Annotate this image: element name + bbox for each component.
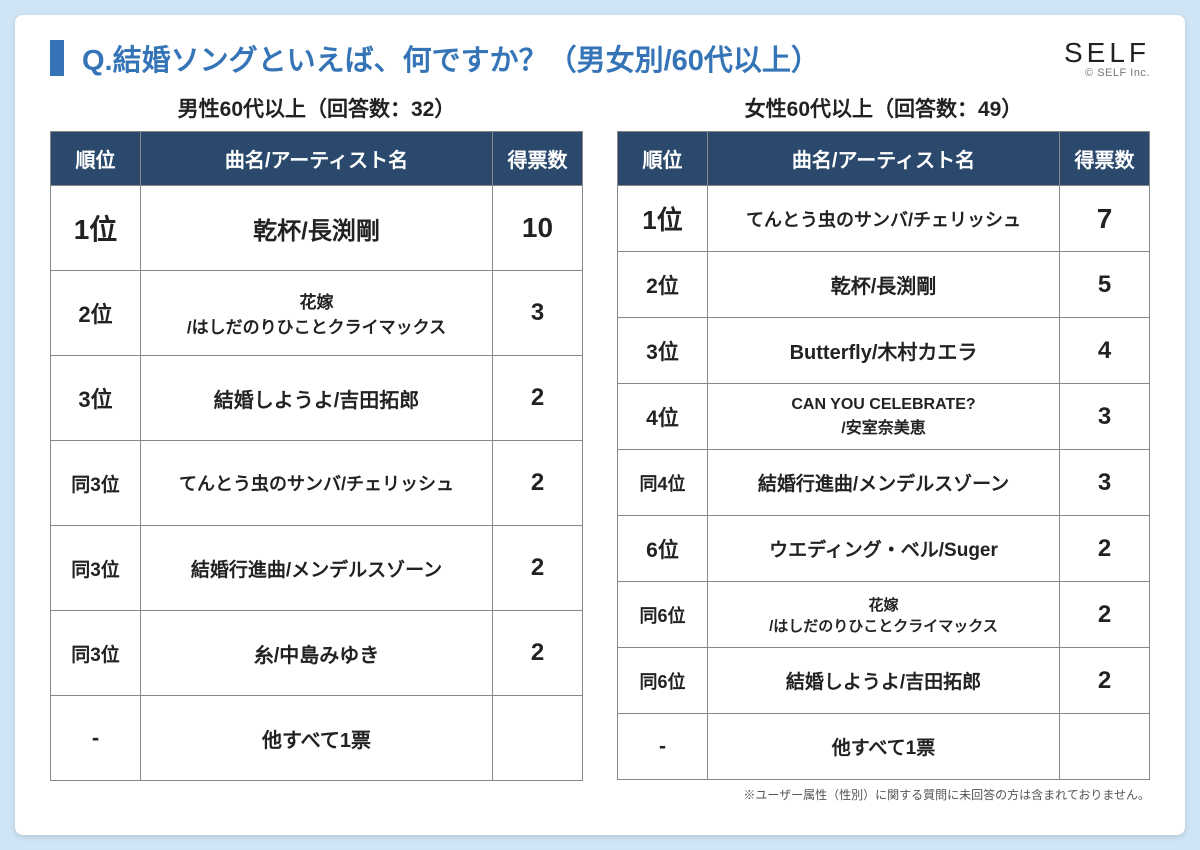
table-row: 3位結婚しようよ/吉田拓郎2 xyxy=(51,356,583,441)
col-header-votes: 得票数 xyxy=(493,132,583,186)
cell-votes: 3 xyxy=(493,271,583,356)
cell-song: 結婚行進曲/メンデルスゾーン xyxy=(141,526,493,611)
cell-song: てんとう虫のサンバ/チェリッシュ xyxy=(141,441,493,526)
cell-votes: 2 xyxy=(1060,582,1150,648)
table-row: 2位花嫁/はしだのりひことクライマックス3 xyxy=(51,271,583,356)
cell-song: 花嫁/はしだのりひことクライマックス xyxy=(141,271,493,356)
cell-song: 糸/中島みゆき xyxy=(141,611,493,696)
table-row: 2位乾杯/長渕剛5 xyxy=(618,252,1150,318)
cell-votes: 2 xyxy=(493,526,583,611)
cell-rank: 3位 xyxy=(618,318,708,384)
cell-votes: 2 xyxy=(493,356,583,441)
title-wrap: Q.結婚ソングといえば、何ですか？（男女別/60代以上） xyxy=(50,37,820,79)
cell-votes: 7 xyxy=(1060,186,1150,252)
cell-rank: 同4位 xyxy=(618,450,708,516)
title-accent-bar xyxy=(50,40,64,76)
cell-votes: 4 xyxy=(1060,318,1150,384)
table-row: 同3位てんとう虫のサンバ/チェリッシュ2 xyxy=(51,441,583,526)
cell-votes: 3 xyxy=(1060,450,1150,516)
cell-votes: 5 xyxy=(1060,252,1150,318)
table-row: 6位ウエディング・ベル/Suger2 xyxy=(618,516,1150,582)
table-row: 同3位糸/中島みゆき2 xyxy=(51,611,583,696)
cell-song: 結婚しようよ/吉田拓郎 xyxy=(708,648,1060,714)
col-header-rank: 順位 xyxy=(51,132,141,186)
cell-rank: - xyxy=(618,714,708,780)
cell-song: てんとう虫のサンバ/チェリッシュ xyxy=(708,186,1060,252)
cell-rank: 6位 xyxy=(618,516,708,582)
cell-rank: 同3位 xyxy=(51,526,141,611)
table-title-female: 女性60代以上（回答数：49） xyxy=(617,93,1150,123)
ranking-table-female: 順位 曲名/アーティスト名 得票数 1位てんとう虫のサンバ/チェリッシュ72位乾… xyxy=(617,131,1150,780)
table-female: 女性60代以上（回答数：49） 順位 曲名/アーティスト名 得票数 1位てんとう… xyxy=(617,93,1150,803)
cell-votes xyxy=(493,696,583,781)
footnote-text: ※ユーザー属性（性別）に関する質問に未回答の方は含まれておりません。 xyxy=(617,786,1150,803)
cell-rank: 同3位 xyxy=(51,441,141,526)
cell-song: 乾杯/長渕剛 xyxy=(708,252,1060,318)
col-header-song: 曲名/アーティスト名 xyxy=(708,132,1060,186)
col-header-rank: 順位 xyxy=(618,132,708,186)
logo-block: SELF © SELF Inc. xyxy=(1064,37,1150,79)
cell-votes: 2 xyxy=(493,441,583,526)
cell-rank: 同6位 xyxy=(618,582,708,648)
cell-rank: 3位 xyxy=(51,356,141,441)
cell-rank: 4位 xyxy=(618,384,708,450)
cell-rank: 同6位 xyxy=(618,648,708,714)
cell-song: CAN YOU CELEBRATE?/安室奈美恵 xyxy=(708,384,1060,450)
table-row: -他すべて1票 xyxy=(618,714,1150,780)
table-row: 同4位結婚行進曲/メンデルスゾーン3 xyxy=(618,450,1150,516)
cell-rank: 1位 xyxy=(51,186,141,271)
cell-rank: 1位 xyxy=(618,186,708,252)
header-row: Q.結婚ソングといえば、何ですか？（男女別/60代以上） SELF © SELF… xyxy=(50,37,1150,79)
table-body-female: 1位てんとう虫のサンバ/チェリッシュ72位乾杯/長渕剛53位Butterfly/… xyxy=(618,186,1150,780)
cell-song: 花嫁/はしだのりひことクライマックス xyxy=(708,582,1060,648)
table-row: 同6位花嫁/はしだのりひことクライマックス2 xyxy=(618,582,1150,648)
table-male: 男性60代以上（回答数：32） 順位 曲名/アーティスト名 得票数 1位乾杯/長… xyxy=(50,93,583,803)
table-row: -他すべて1票 xyxy=(51,696,583,781)
cell-rank: 2位 xyxy=(51,271,141,356)
table-title-male: 男性60代以上（回答数：32） xyxy=(50,93,583,123)
col-header-votes: 得票数 xyxy=(1060,132,1150,186)
content-card: Q.結婚ソングといえば、何ですか？（男女別/60代以上） SELF © SELF… xyxy=(15,15,1185,835)
table-row: 3位Butterfly/木村カエラ4 xyxy=(618,318,1150,384)
cell-rank: 同3位 xyxy=(51,611,141,696)
cell-rank: 2位 xyxy=(618,252,708,318)
tables-row: 男性60代以上（回答数：32） 順位 曲名/アーティスト名 得票数 1位乾杯/長… xyxy=(50,93,1150,803)
cell-song: 他すべて1票 xyxy=(708,714,1060,780)
cell-song: 他すべて1票 xyxy=(141,696,493,781)
cell-song: 乾杯/長渕剛 xyxy=(141,186,493,271)
col-header-song: 曲名/アーティスト名 xyxy=(141,132,493,186)
ranking-table-male: 順位 曲名/アーティスト名 得票数 1位乾杯/長渕剛102位花嫁/はしだのりひこ… xyxy=(50,131,583,781)
cell-votes: 10 xyxy=(493,186,583,271)
table-row: 1位てんとう虫のサンバ/チェリッシュ7 xyxy=(618,186,1150,252)
table-row: 同6位結婚しようよ/吉田拓郎2 xyxy=(618,648,1150,714)
table-row: 1位乾杯/長渕剛10 xyxy=(51,186,583,271)
table-row: 同3位結婚行進曲/メンデルスゾーン2 xyxy=(51,526,583,611)
cell-votes xyxy=(1060,714,1150,780)
page-title: Q.結婚ソングといえば、何ですか？（男女別/60代以上） xyxy=(82,37,820,79)
cell-rank: - xyxy=(51,696,141,781)
brand-logo: SELF xyxy=(1064,37,1150,69)
table-body-male: 1位乾杯/長渕剛102位花嫁/はしだのりひことクライマックス33位結婚しようよ/… xyxy=(51,186,583,781)
cell-song: 結婚しようよ/吉田拓郎 xyxy=(141,356,493,441)
table-row: 4位CAN YOU CELEBRATE?/安室奈美恵3 xyxy=(618,384,1150,450)
cell-song: ウエディング・ベル/Suger xyxy=(708,516,1060,582)
cell-votes: 2 xyxy=(1060,648,1150,714)
cell-song: Butterfly/木村カエラ xyxy=(708,318,1060,384)
cell-song: 結婚行進曲/メンデルスゾーン xyxy=(708,450,1060,516)
cell-votes: 2 xyxy=(493,611,583,696)
cell-votes: 2 xyxy=(1060,516,1150,582)
cell-votes: 3 xyxy=(1060,384,1150,450)
